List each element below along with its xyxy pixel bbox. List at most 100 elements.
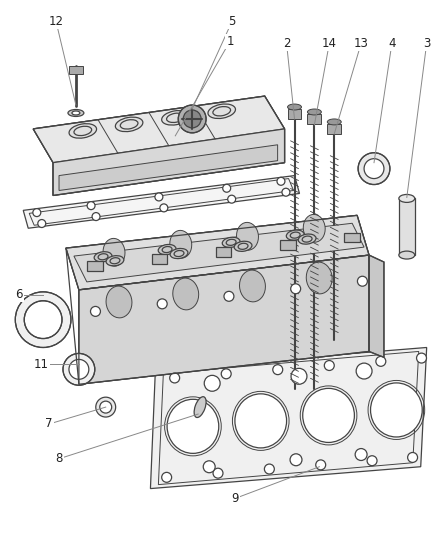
Circle shape <box>358 153 390 184</box>
Ellipse shape <box>173 278 199 310</box>
Circle shape <box>15 292 71 348</box>
Ellipse shape <box>170 248 188 259</box>
Circle shape <box>316 460 326 470</box>
Ellipse shape <box>234 241 252 252</box>
Ellipse shape <box>235 394 286 448</box>
Ellipse shape <box>303 389 354 442</box>
Circle shape <box>224 292 234 301</box>
Text: 13: 13 <box>353 37 368 50</box>
Circle shape <box>63 353 95 385</box>
Circle shape <box>221 369 231 379</box>
Circle shape <box>160 204 168 212</box>
Circle shape <box>100 401 112 413</box>
Bar <box>215 247 232 257</box>
Polygon shape <box>399 198 415 255</box>
Polygon shape <box>23 175 300 228</box>
Circle shape <box>24 301 62 338</box>
Circle shape <box>157 299 167 309</box>
Ellipse shape <box>288 104 301 110</box>
Polygon shape <box>327 124 341 134</box>
Text: 4: 4 <box>388 37 396 50</box>
Circle shape <box>364 159 384 179</box>
Circle shape <box>355 449 367 461</box>
Polygon shape <box>307 114 321 124</box>
Circle shape <box>356 363 372 379</box>
Text: 6: 6 <box>15 288 23 301</box>
Bar <box>344 232 360 243</box>
Polygon shape <box>288 109 301 119</box>
Circle shape <box>290 454 302 466</box>
Ellipse shape <box>167 399 219 454</box>
Ellipse shape <box>94 252 112 262</box>
Polygon shape <box>59 145 278 190</box>
Circle shape <box>92 213 100 221</box>
Circle shape <box>38 220 46 228</box>
Circle shape <box>273 365 283 375</box>
Text: 2: 2 <box>283 37 290 50</box>
Ellipse shape <box>399 195 415 203</box>
Ellipse shape <box>303 214 325 242</box>
Circle shape <box>357 276 367 286</box>
Ellipse shape <box>240 270 265 302</box>
Circle shape <box>33 208 41 216</box>
Text: 1: 1 <box>226 35 234 48</box>
Ellipse shape <box>194 397 206 417</box>
Polygon shape <box>150 348 427 489</box>
Circle shape <box>277 177 285 185</box>
Circle shape <box>223 184 231 192</box>
Circle shape <box>367 456 377 466</box>
Circle shape <box>96 397 116 417</box>
Text: 5: 5 <box>228 15 236 28</box>
Circle shape <box>91 306 100 317</box>
Circle shape <box>69 359 89 379</box>
Ellipse shape <box>72 111 80 115</box>
Circle shape <box>376 357 386 366</box>
Text: 3: 3 <box>423 37 431 50</box>
Text: 12: 12 <box>49 15 64 28</box>
Ellipse shape <box>222 237 240 247</box>
Ellipse shape <box>158 245 176 255</box>
Bar <box>279 240 296 249</box>
Ellipse shape <box>327 119 341 125</box>
Circle shape <box>228 195 236 203</box>
Text: 14: 14 <box>322 37 337 50</box>
Polygon shape <box>53 129 285 196</box>
Bar <box>152 254 167 264</box>
Circle shape <box>203 461 215 473</box>
Circle shape <box>183 110 201 128</box>
Circle shape <box>324 360 334 370</box>
Polygon shape <box>33 96 285 163</box>
Circle shape <box>291 284 300 294</box>
Circle shape <box>213 468 223 478</box>
Ellipse shape <box>298 234 316 244</box>
Ellipse shape <box>106 286 132 318</box>
Ellipse shape <box>399 251 415 259</box>
Circle shape <box>170 373 180 383</box>
Polygon shape <box>79 255 369 384</box>
Polygon shape <box>369 255 384 358</box>
Ellipse shape <box>286 230 304 240</box>
Polygon shape <box>33 96 285 196</box>
Ellipse shape <box>103 238 125 266</box>
Ellipse shape <box>371 383 422 437</box>
Text: 9: 9 <box>231 492 239 505</box>
Circle shape <box>265 464 274 474</box>
Text: 8: 8 <box>55 453 63 465</box>
Polygon shape <box>74 223 364 282</box>
Ellipse shape <box>307 109 321 115</box>
Circle shape <box>291 368 307 384</box>
Circle shape <box>155 193 163 201</box>
Ellipse shape <box>106 256 124 266</box>
Text: 7: 7 <box>46 417 53 431</box>
Ellipse shape <box>306 262 332 294</box>
Circle shape <box>282 188 290 196</box>
Text: 11: 11 <box>34 358 49 371</box>
Ellipse shape <box>69 124 96 138</box>
Circle shape <box>162 472 172 482</box>
Circle shape <box>408 453 417 463</box>
Circle shape <box>87 201 95 209</box>
Ellipse shape <box>68 109 84 116</box>
Circle shape <box>178 105 206 133</box>
Circle shape <box>204 375 220 391</box>
Ellipse shape <box>170 230 192 258</box>
